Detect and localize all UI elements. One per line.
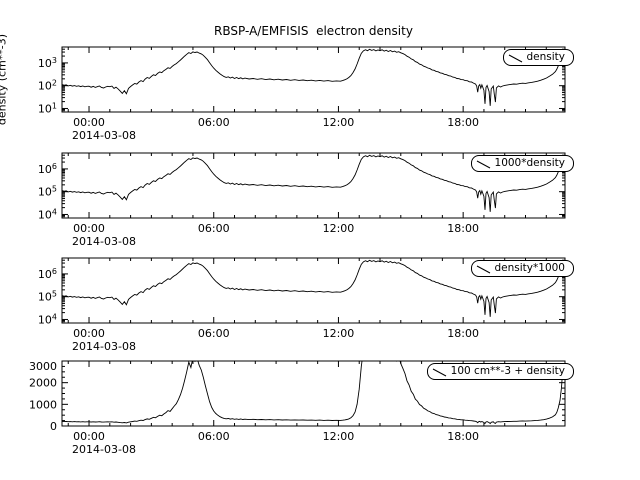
svg-text:12:00: 12:00 [323,116,355,129]
svg-text:06:00: 06:00 [198,327,230,340]
svg-text:2014-03-08: 2014-03-08 [72,443,136,456]
line-sample-icon [476,160,490,168]
line-sample-icon [432,368,446,376]
legend-label: 100 cm**-3 + density [450,365,565,377]
svg-text:102: 102 [38,79,57,93]
panel-2-1000x-density: 00:00 06:00 12:00 18:00 2014-03-08 104 105 106 … [0,152,640,253]
panel-4-offset-density: 00:00 06:00 12:00 18:00 2014-03-08 0 1000 2000 3… [0,360,640,461]
svg-text:103: 103 [38,56,57,70]
svg-text:104: 104 [38,312,57,326]
svg-text:101: 101 [38,101,57,115]
svg-text:2014-03-08: 2014-03-08 [72,129,136,142]
svg-text:3000: 3000 [29,360,57,373]
svg-text:00:00: 00:00 [73,430,105,443]
line-sample-icon [508,54,522,62]
legend-label: density [526,51,566,63]
legend-1000x-density: 1000*density [470,155,574,172]
line-plot-density: 00:00 06:00 12:00 18:00 2014-03-08 101 102 103 [38,46,566,142]
svg-text:12:00: 12:00 [323,327,355,340]
svg-text:12:00: 12:00 [323,222,355,235]
legend-label: 1000*density [494,157,565,169]
svg-text:00:00: 00:00 [73,222,105,235]
line-plot-density-x1000: 00:00 06:00 12:00 18:00 2014-03-08 104 105 106 [38,257,566,353]
legend-label: density*1000 [494,262,565,274]
svg-text:06:00: 06:00 [198,116,230,129]
chart-title: RBSP-A/EMFISIS electron density [214,24,413,38]
legend-offset-density: 100 cm**-3 + density [426,363,574,380]
legend-density: density [502,49,574,66]
svg-text:106: 106 [38,267,57,281]
panel-3-density-x1000: 00:00 06:00 12:00 18:00 2014-03-08 104 105 106 … [0,257,640,358]
svg-text:18:00: 18:00 [447,327,479,340]
svg-text:0: 0 [50,420,57,433]
svg-text:18:00: 18:00 [447,116,479,129]
svg-text:2014-03-08: 2014-03-08 [72,235,136,248]
svg-text:105: 105 [38,185,57,199]
svg-text:12:00: 12:00 [323,430,355,443]
svg-text:06:00: 06:00 [198,430,230,443]
svg-text:2014-03-08: 2014-03-08 [72,340,136,353]
panel-1-density: 00:00 06:00 12:00 18:00 2014-03-08 101 102 103 … [0,46,640,147]
svg-text:2000: 2000 [29,377,57,390]
legend-density-x1000: density*1000 [470,260,574,277]
svg-text:18:00: 18:00 [447,222,479,235]
svg-text:00:00: 00:00 [73,327,105,340]
svg-text:00:00: 00:00 [73,116,105,129]
svg-text:106: 106 [38,162,57,176]
line-plot-1000x-density: 00:00 06:00 12:00 18:00 2014-03-08 104 105 106 [38,152,566,248]
svg-text:105: 105 [38,290,57,304]
svg-text:06:00: 06:00 [198,222,230,235]
svg-text:104: 104 [38,207,57,221]
svg-text:18:00: 18:00 [447,430,479,443]
line-sample-icon [476,265,490,273]
svg-text:1000: 1000 [29,398,57,411]
